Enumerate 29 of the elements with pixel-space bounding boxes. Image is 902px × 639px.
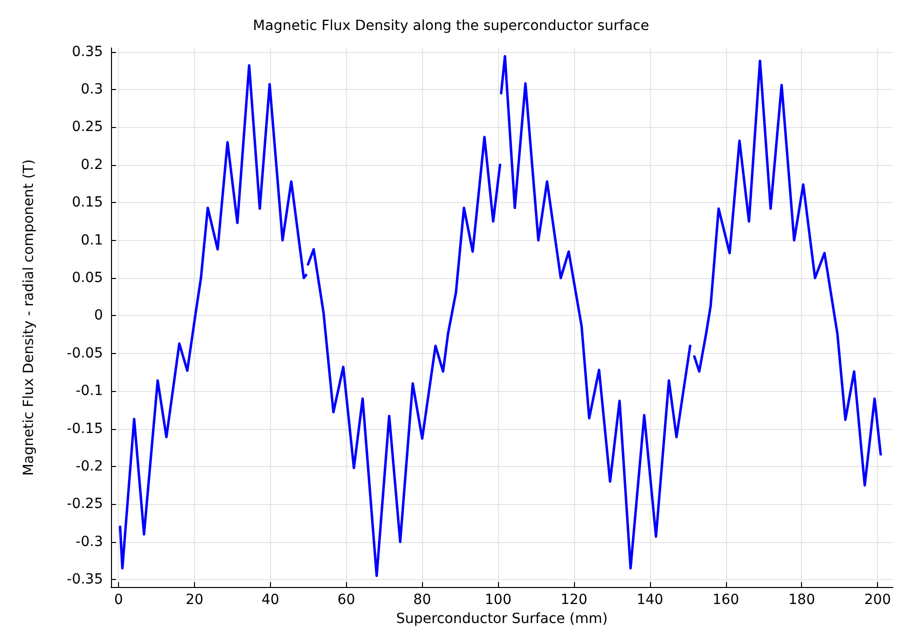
y-tick-label: 0.1 — [80, 232, 103, 248]
x-tick-label: 0 — [114, 592, 124, 608]
y-tick-label: 0.05 — [72, 270, 103, 286]
x-tick-label: 180 — [788, 592, 816, 608]
x-tick-label: 160 — [712, 592, 740, 608]
x-tick-label: 80 — [413, 592, 432, 608]
x-tick-label: 200 — [864, 592, 892, 608]
y-tick-label: 0.15 — [72, 194, 103, 211]
y-tick-label: -0.15 — [66, 420, 103, 437]
y-tick-label: -0.1 — [76, 383, 103, 400]
x-tick-label: 20 — [186, 592, 204, 608]
y-axis-title: Magnetic Flux Density - radial component (T) — [21, 159, 37, 476]
y-tick-label: 0.35 — [72, 44, 103, 60]
y-tick-label: -0.35 — [66, 572, 103, 588]
x-tick-label: 120 — [560, 592, 588, 608]
x-tick-label: 140 — [636, 592, 664, 608]
y-tick-label: 0.3 — [80, 81, 103, 98]
x-tick-label: 60 — [337, 592, 356, 608]
y-tick-label: -0.2 — [76, 458, 103, 474]
x-tick-label: 100 — [484, 592, 512, 608]
y-tick-label: -0.3 — [76, 534, 103, 550]
y-tick-label: -0.05 — [66, 345, 103, 362]
y-tick-label: 0.25 — [72, 119, 103, 136]
chart-title: Magnetic Flux Density along the superconductor surface — [252, 18, 650, 34]
y-tick-label: 0 — [94, 308, 103, 324]
x-tick-label: 40 — [261, 592, 280, 608]
y-tick-label: 0.2 — [80, 156, 103, 173]
x-axis-title: Superconductor Surface (mm) — [396, 611, 608, 627]
y-tick-label: -0.25 — [66, 496, 103, 512]
